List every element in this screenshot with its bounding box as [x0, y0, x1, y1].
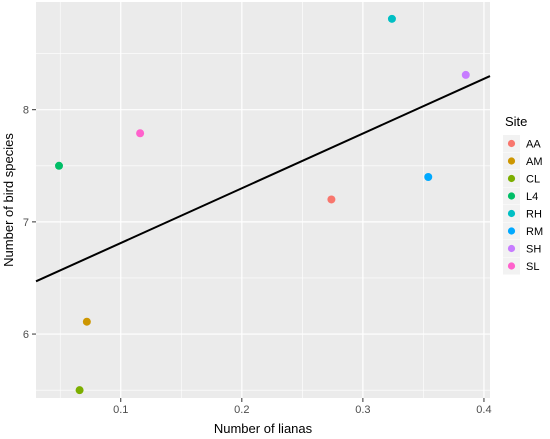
legend-label-aa: AA — [526, 139, 541, 151]
regression-line — [35, 75, 491, 283]
legend-title: Site — [505, 114, 527, 129]
legend-key-sl — [507, 262, 516, 270]
legend-label-sl: SL — [526, 261, 539, 273]
legend-items: AA AM CL L4 RH RM SH SL — [503, 135, 543, 275]
data-point-sl — [136, 129, 145, 138]
y-tick-label: 6 — [23, 329, 29, 341]
legend-key-sh — [507, 244, 516, 253]
plot-panel — [36, 2, 490, 398]
legend-label-cl: CL — [526, 174, 540, 186]
x-tick-label: 0.4 — [476, 404, 491, 416]
x-tick-label: 0.2 — [234, 404, 249, 416]
data-point-cl — [75, 386, 84, 395]
legend-label-l4: L4 — [526, 191, 538, 203]
data-point-am — [82, 317, 91, 326]
data-point-rm — [424, 173, 433, 182]
legend-label-rm: RM — [526, 226, 543, 238]
y-tick-label: 7 — [23, 217, 29, 229]
legend-label-rh: RH — [526, 209, 542, 221]
x-tick-label: 0.1 — [113, 404, 128, 416]
legend-label-sh: SH — [526, 244, 541, 256]
y-axis-title: Number of bird species — [1, 133, 16, 267]
data-point-sh — [461, 70, 470, 79]
x-axis: 0.1 0.2 0.3 0.4 — [113, 398, 492, 416]
data-point-l4 — [55, 161, 64, 170]
minor-gridlines — [36, 2, 490, 398]
x-axis-title: Number of lianas — [214, 421, 313, 436]
data-point-rh — [387, 14, 396, 23]
y-axis: 6 7 8 — [23, 105, 36, 341]
legend-key-aa — [507, 139, 516, 148]
legend-key-rh — [507, 209, 516, 218]
data-points — [55, 14, 470, 395]
data-point-aa — [327, 195, 336, 204]
legend-key-cl — [507, 174, 516, 183]
y-tick-label: 8 — [23, 105, 29, 117]
x-tick-label: 0.3 — [355, 404, 370, 416]
legend-key-am — [507, 157, 516, 165]
legend-key-l4 — [507, 192, 516, 200]
legend-label-am: AM — [526, 156, 543, 168]
legend: Site AA AM CL L4 RH RM SH SL — [503, 114, 543, 275]
legend-key-rm — [507, 227, 516, 235]
